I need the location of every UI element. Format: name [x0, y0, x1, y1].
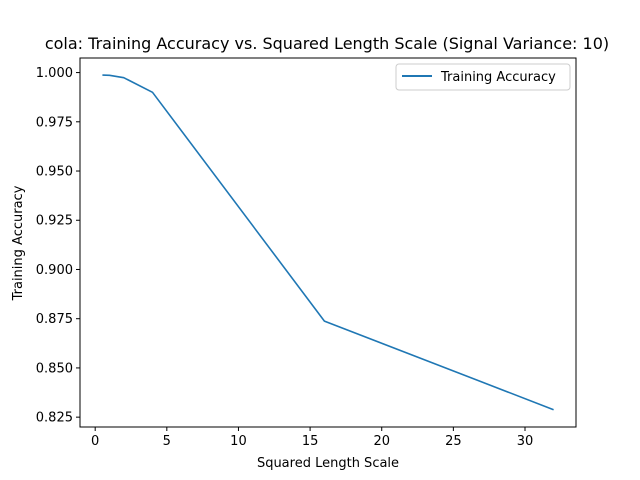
y-tick-label: 0.875: [36, 312, 73, 327]
y-tick-label: 1.000: [36, 66, 73, 81]
x-tick-label: 5: [163, 434, 171, 449]
chart-title: cola: Training Accuracy vs. Squared Leng…: [45, 34, 609, 53]
x-axis-title: Squared Length Scale: [257, 456, 399, 471]
y-tick-label: 0.925: [36, 214, 73, 229]
x-tick-label: 0: [91, 434, 99, 449]
y-axis-title: Training Accuracy: [11, 185, 26, 301]
y-tick-label: 0.850: [36, 361, 73, 376]
legend-box: [395, 63, 571, 91]
y-tick-label: 0.975: [36, 115, 73, 130]
x-tick-label: 10: [230, 434, 247, 449]
x-axis: 0 5 10 15 20 25 30: [91, 427, 533, 449]
series-line: [102, 74, 554, 411]
y-tick-label: 0.825: [36, 411, 73, 426]
y-tick-label: 0.900: [36, 263, 73, 278]
x-tick-label: 25: [445, 434, 462, 449]
y-tick-label: 0.950: [36, 165, 73, 180]
plot-series: [102, 74, 554, 411]
plot-frame: [79, 57, 577, 428]
y-axis: 0.825 0.850 0.875 0.900 0.925 0.950 0.975 1.000: [36, 66, 80, 426]
x-tick-label: 30: [517, 434, 534, 449]
x-tick-label: 20: [373, 434, 390, 449]
legend-label: Training Accuracy: [440, 70, 556, 85]
x-tick-label: 15: [302, 434, 319, 449]
legend: Training Accuracy: [395, 63, 571, 91]
